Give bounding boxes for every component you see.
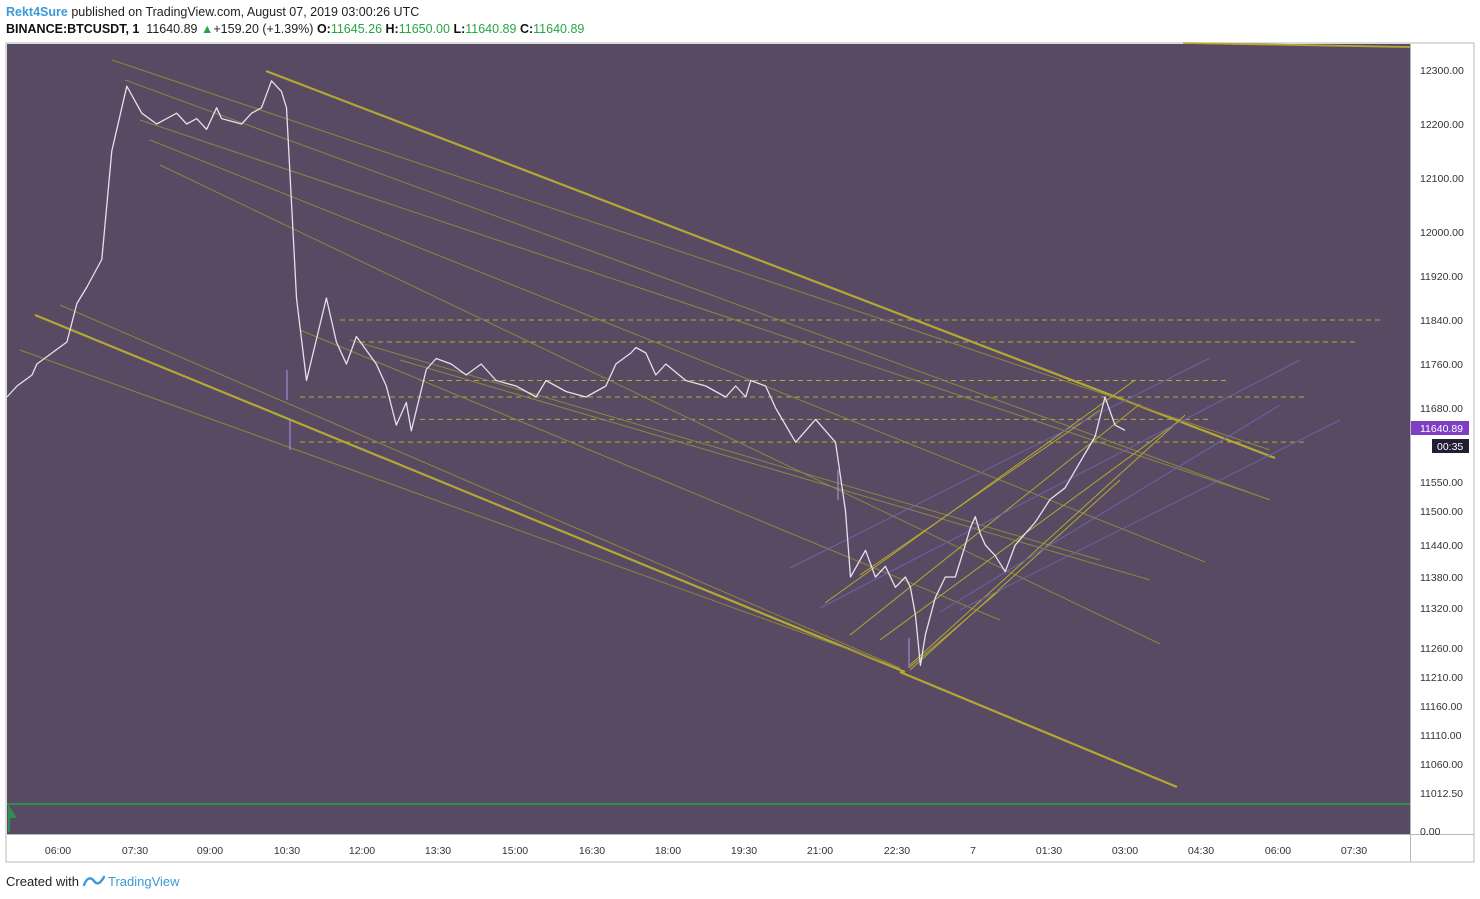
price-tick-label: 12200.00 [1420,119,1464,131]
volume-bars [7,803,1410,805]
price-change: +159.20 (+1.39%) [213,22,314,36]
time-tick-label: 16:30 [579,845,605,857]
low-value: 11640.89 [465,22,517,36]
price-tick-label: 11160.00 [1420,701,1462,713]
price-tick-label: 11840.00 [1420,315,1463,327]
countdown-badge-text: 00:35 [1437,441,1463,453]
time-tick-label: 10:30 [274,845,300,857]
price-axis-labels: 12300.00 12200.00 12100.00 12000.00 11920.00… [1420,65,1464,800]
trend-line [1182,42,1411,48]
price-line [6,80,1126,667]
plot-area[interactable] [7,44,1410,804]
trend-line [909,414,1186,666]
time-tick-label: 04:30 [1188,845,1214,857]
price-tick-label: 11500.00 [1420,506,1463,518]
trend-line [859,409,1101,576]
up-arrow-icon: ▲ [201,22,214,36]
price-tick-label: 11110.00 [1420,730,1462,742]
last-price: 11640.89 [146,22,198,36]
time-tick-label: 18:00 [655,845,681,857]
time-tick-label: 06:00 [45,845,71,857]
trend-line [399,359,1151,581]
time-tick-label: 07:30 [122,845,148,857]
time-tick-label: 07:30 [1341,845,1367,857]
trend-line [124,79,1271,501]
author-link[interactable]: Rekt4Sure [6,5,68,19]
price-tick-label: 11550.00 [1420,477,1463,489]
time-tick-label: 01:30 [1036,845,1062,857]
close-value: 11640.89 [533,22,585,36]
price-series [6,80,1126,668]
price-tick-label: 11760.00 [1420,359,1463,371]
price-tick-label: 11320.00 [1420,603,1463,615]
time-tick-label: 21:00 [807,845,833,857]
high-value: 11650.00 [398,22,450,36]
trend-line [34,313,906,674]
publish-info: published on TradingView.com, August 07,… [67,5,420,19]
volume-marker-icon [8,804,17,818]
trend-line [111,59,1271,451]
chart-header: Rekt4Sure published on TradingView.com, … [6,4,1466,40]
trend-line [824,379,1136,604]
price-tick-label: 12100.00 [1420,173,1464,185]
time-tick-label: 06:00 [1265,845,1291,857]
trend-line [59,304,901,669]
last-price-badge[interactable] [1411,421,1469,435]
trend-line [265,69,1276,460]
trend-line [159,164,1161,645]
countdown-badge [1432,439,1469,453]
price-tick-label: 11680.00 [1420,403,1463,415]
tradingview-logo-icon[interactable] [82,874,105,888]
publish-line: Rekt4Sure published on TradingView.com, … [6,4,1466,21]
price-tick-label: 11440.00 [1420,540,1463,552]
created-with-text: Created with [6,874,79,889]
close-label: C: [519,22,534,36]
trend-line [789,357,1211,569]
price-tick-label: 11012.50 [1420,788,1463,800]
trend-line [909,589,1001,668]
time-axis-labels: 06:00 07:30 09:00 10:30 12:00 13:30 15:00 16:30… [45,845,1367,857]
trend-line [139,119,1269,500]
price-tick-label: 12300.00 [1420,65,1464,77]
trend-line [299,329,1001,621]
trend-line [349,339,1101,561]
trend-line [879,419,1181,641]
price-tick-label: 11260.00 [1420,643,1463,655]
time-tick-label: 19:30 [731,845,757,857]
volume-pane[interactable] [7,805,1410,834]
footer: Created with TradingView [6,872,180,892]
time-tick-label: 03:00 [1112,845,1138,857]
volume-axis-label: 0.00 [1420,826,1441,838]
low-label: L: [453,22,466,36]
trend-line [819,359,1301,609]
trend-line [959,419,1341,611]
trend-line [19,349,901,669]
price-tick-label: 11380.00 [1420,572,1463,584]
price-tick-label: 11920.00 [1420,271,1463,283]
open-value: 11645.26 [330,22,383,36]
time-tick-label: 13:30 [425,845,451,857]
open-label: O: [316,22,331,36]
price-tick-label: 12000.00 [1420,227,1464,239]
trend-line [899,670,1178,789]
trend-line [939,404,1281,613]
time-tick-label: 12:00 [349,845,375,857]
trendline-drawings[interactable] [19,42,1411,789]
time-tick-label: 09:00 [197,845,223,857]
price-tick-label: 11060.00 [1420,759,1463,771]
time-tick-label: 15:00 [502,845,528,857]
price-chart[interactable]: 12300.00 12200.00 12100.00 12000.00 11920.00… [0,40,1480,866]
time-tick-label: 22:30 [884,845,910,857]
symbol-label[interactable]: BINANCE:BTCUSDT, 1 [6,22,140,36]
high-label: H: [385,22,399,36]
ohlc-line: BINANCE:BTCUSDT, 1 11640.89 ▲+159.20 (+1… [6,21,1466,38]
trend-line [909,479,1121,671]
price-tick-label: 11210.00 [1420,672,1463,684]
last-price-badge-text: 11640.89 [1420,423,1463,435]
time-tick-label: 7 [970,845,976,857]
tradingview-brand[interactable]: TradingView [108,874,180,889]
